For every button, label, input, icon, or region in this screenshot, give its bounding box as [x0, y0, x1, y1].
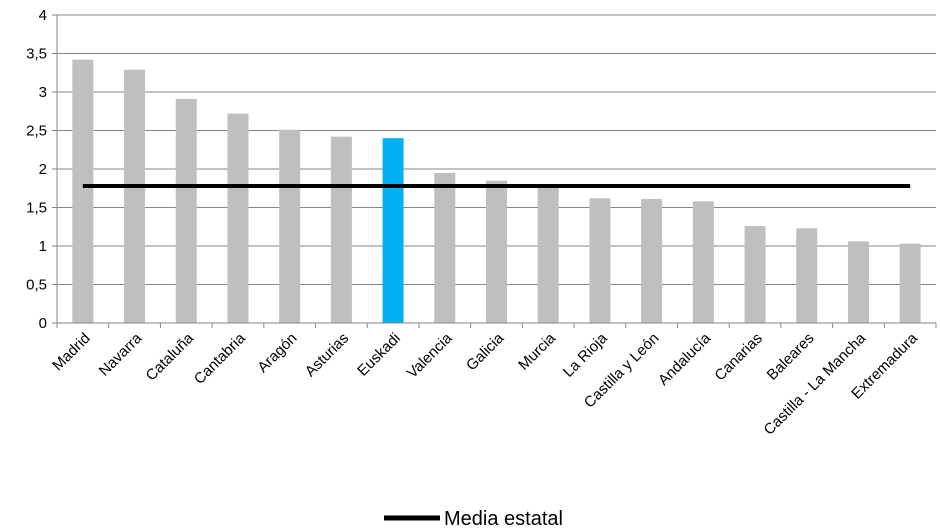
- x-tick-label: Cataluña: [143, 329, 198, 384]
- y-tick-label: 1: [39, 238, 47, 255]
- bar-cataluña: [175, 98, 197, 324]
- bar-madrid: [72, 59, 94, 323]
- x-tick-label: Valencia: [404, 329, 456, 381]
- y-tick-label: 3,5: [26, 46, 47, 63]
- x-tick-label: La Rioja: [560, 329, 611, 380]
- x-tick-label: Castilla - La Mancha: [761, 329, 870, 438]
- bar-baleares: [796, 228, 818, 323]
- bar-castilla-y-león: [641, 199, 663, 323]
- x-tick-label: Euskadi: [354, 330, 404, 380]
- y-tick-label: 0,5: [26, 277, 47, 294]
- y-tick-label: 1,5: [26, 200, 47, 217]
- legend: Media estatal: [384, 508, 563, 530]
- x-tick-label: Murcia: [515, 329, 559, 373]
- x-tick-label: Galicia: [463, 329, 508, 374]
- bar-murcia: [537, 185, 559, 323]
- bar-canarias: [744, 225, 766, 323]
- bar-euskadi: [382, 138, 404, 323]
- bar-extremadura: [899, 243, 921, 323]
- bar-la-rioja: [589, 198, 611, 323]
- x-tick-label: Cantabria: [191, 329, 249, 387]
- y-tick-label: 4: [39, 7, 47, 24]
- bar-andalucía: [692, 201, 714, 323]
- y-tick-label: 0: [39, 315, 47, 332]
- x-tick-label: Aragón: [254, 330, 300, 376]
- bar-navarra: [124, 69, 146, 323]
- x-tick-label: Baleares: [764, 330, 818, 384]
- x-tick-label: Canarias: [711, 330, 765, 384]
- bar-valencia: [434, 172, 456, 323]
- legend-label: Media estatal: [444, 508, 563, 530]
- y-tick-label: 3: [39, 84, 47, 101]
- bar-aragón: [279, 129, 301, 323]
- bars: [72, 59, 921, 324]
- y-tick-label: 2,5: [26, 123, 47, 140]
- x-tick-label: Madrid: [49, 330, 93, 374]
- axes: [56, 15, 937, 328]
- x-tick-label: Andalucía: [655, 329, 715, 389]
- bar-castilla-la-mancha: [847, 241, 869, 323]
- bar-asturias: [330, 136, 352, 323]
- bar-galicia: [486, 180, 507, 323]
- x-tick-label: Navarra: [96, 329, 146, 379]
- bar-cantabria: [227, 113, 249, 323]
- y-axis-labels: 0 0,5 1 1,5 2 2,5 3 3,5 4: [26, 7, 47, 332]
- y-tick-label: 2: [39, 161, 47, 178]
- x-tick-label: Asturias: [302, 330, 352, 380]
